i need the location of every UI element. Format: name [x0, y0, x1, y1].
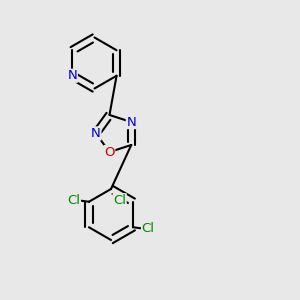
Text: O: O: [104, 146, 115, 158]
Text: N: N: [91, 127, 101, 140]
Text: N: N: [68, 69, 77, 82]
Text: Cl: Cl: [142, 222, 154, 235]
Text: Cl: Cl: [68, 194, 80, 207]
Text: Cl: Cl: [113, 194, 126, 207]
Text: N: N: [126, 116, 136, 128]
